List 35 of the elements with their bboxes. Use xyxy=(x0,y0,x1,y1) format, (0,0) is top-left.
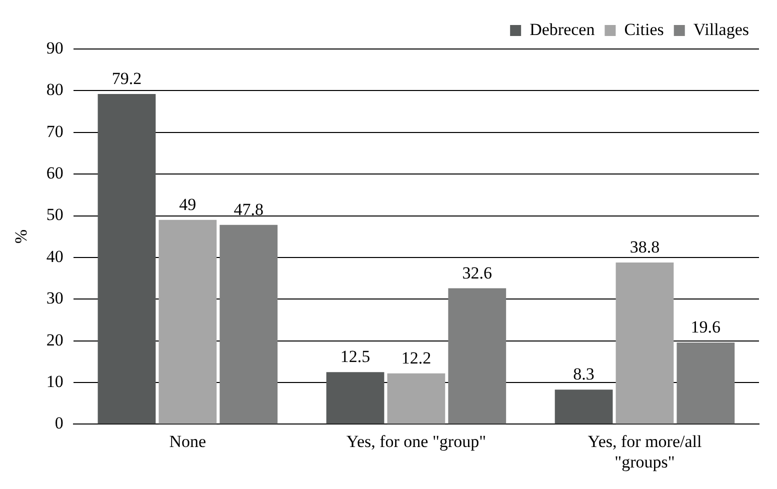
data-label: 19.6 xyxy=(690,317,721,336)
data-label: 8.3 xyxy=(573,364,594,384)
y-tick-label: 10 xyxy=(46,372,64,391)
bar xyxy=(387,373,446,424)
bar xyxy=(326,372,384,424)
y-tick-label: 80 xyxy=(46,80,64,100)
x-tick-label: Yes, for one "group" xyxy=(346,432,486,451)
legend-label: Villages xyxy=(693,20,750,39)
bar xyxy=(98,94,156,424)
data-label: 79.2 xyxy=(112,68,142,88)
bar xyxy=(158,220,217,424)
y-tick-label: 90 xyxy=(46,38,64,58)
data-label: 12.5 xyxy=(340,347,370,366)
y-tick-label: 40 xyxy=(46,246,64,266)
bar xyxy=(676,342,735,424)
data-label: 32.6 xyxy=(462,263,492,282)
y-tick-label: 60 xyxy=(46,164,64,183)
bar xyxy=(616,262,674,424)
y-axis-title: % xyxy=(12,230,31,244)
data-label: 49 xyxy=(179,194,196,214)
y-tick-label: 0 xyxy=(54,414,64,433)
x-tick-label: Yes, for more/all "groups" xyxy=(588,432,702,472)
y-tick-label: 20 xyxy=(46,330,64,350)
legend-label: Debrecen xyxy=(530,20,596,39)
y-tick-label: 50 xyxy=(46,205,64,224)
data-label: 47.8 xyxy=(234,200,264,219)
data-label: 38.8 xyxy=(630,237,660,256)
bar xyxy=(220,224,278,424)
legend-label: Cities xyxy=(624,20,664,39)
bar xyxy=(448,288,506,424)
x-tick-label: None xyxy=(169,432,206,451)
y-tick-label: 30 xyxy=(46,288,64,308)
data-label: 12.2 xyxy=(401,348,432,368)
bar xyxy=(554,390,613,424)
y-tick-label: 70 xyxy=(46,122,64,141)
